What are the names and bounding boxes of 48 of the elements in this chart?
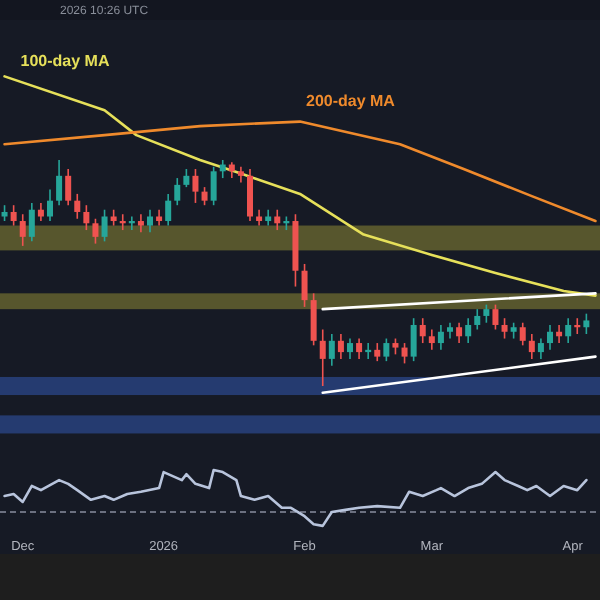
candlestick <box>74 193 81 220</box>
candlestick <box>65 168 72 206</box>
candlestick <box>419 317 426 344</box>
candlestick <box>356 337 363 360</box>
candlestick <box>310 292 317 347</box>
candlestick <box>410 317 417 362</box>
candlestick <box>519 321 526 347</box>
candlestick <box>56 159 63 206</box>
candlestick <box>210 165 217 206</box>
candlestick <box>474 308 481 331</box>
candlestick <box>401 342 408 365</box>
candlestick <box>428 328 435 351</box>
candlestick <box>192 168 199 204</box>
candlestick <box>19 213 26 247</box>
candlestick <box>537 337 544 360</box>
candlestick <box>565 317 572 344</box>
candlestick <box>10 204 17 227</box>
candlestick <box>301 263 308 308</box>
candlestick <box>437 324 444 351</box>
candlestick <box>47 188 53 222</box>
candlestick <box>483 303 490 324</box>
candlestick <box>492 303 499 331</box>
candlestick <box>547 324 553 351</box>
candlestick <box>174 177 181 206</box>
candlestick <box>583 312 590 335</box>
candlestick <box>137 213 144 234</box>
candlestick <box>92 217 99 245</box>
candlestick <box>456 321 463 344</box>
candlestick <box>347 337 353 360</box>
series-label: 100-day MA <box>20 52 110 71</box>
candlestick <box>383 337 390 362</box>
candlestick <box>374 342 381 362</box>
candlestick <box>37 202 44 222</box>
candlestick <box>501 317 508 340</box>
candlestick <box>101 208 108 243</box>
candlestick <box>165 193 172 227</box>
candlestick <box>528 333 535 360</box>
candlestick <box>147 208 153 234</box>
candlestick <box>201 186 208 206</box>
candlestick <box>247 168 253 222</box>
candlestick <box>183 168 190 188</box>
candlestick <box>319 328 326 387</box>
candlestick <box>465 317 472 344</box>
series-label: 200-day MA <box>306 91 396 110</box>
candlestick <box>337 333 344 360</box>
candlestick <box>83 204 90 231</box>
candlestick <box>28 202 35 243</box>
candlestick <box>328 333 335 367</box>
